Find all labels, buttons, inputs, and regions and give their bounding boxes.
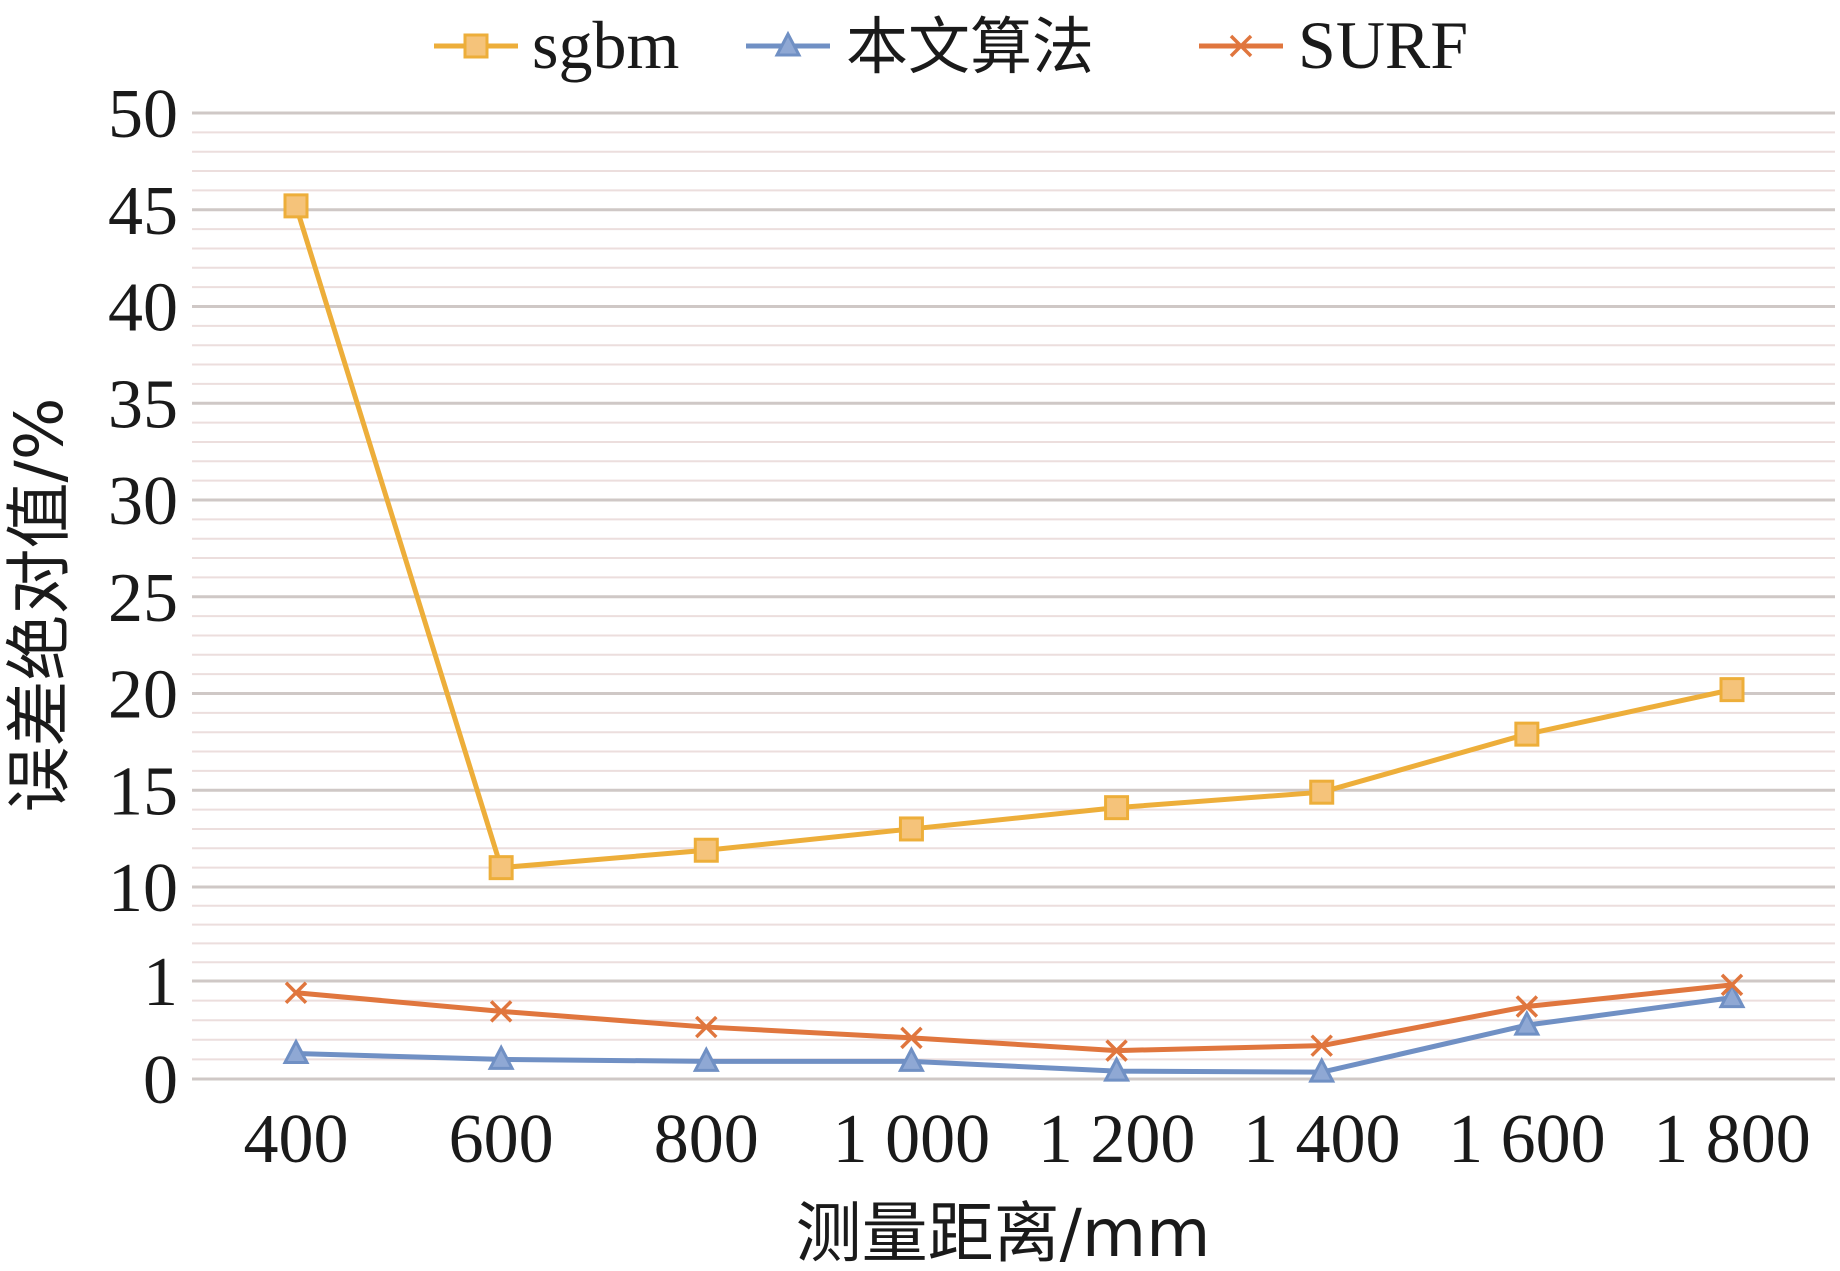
data-point-series-2: [487, 1044, 515, 1070]
data-point-series-1: [1514, 721, 1540, 747]
x-tick-label: 800: [654, 1101, 759, 1178]
y-axis-title: 误差绝对值/%: [1, 398, 78, 813]
data-point-series-2: [692, 1046, 720, 1072]
data-point-series-2: [1308, 1056, 1336, 1083]
data-point-series-1: [1104, 795, 1130, 821]
data-point-series-3: [284, 981, 308, 1004]
major-gridlines: [192, 111, 1835, 1081]
data-point-series-3: [900, 1026, 923, 1050]
x-tick-label: 400: [244, 1101, 349, 1178]
y-tick-label: 0: [143, 1042, 178, 1119]
series-line-3: [295, 982, 1733, 1054]
data-point-series-3: [1515, 995, 1539, 1018]
x-tick-label: 1 200: [1038, 1101, 1196, 1178]
legend: sgbm 本文算法 SURF: [434, 7, 1468, 83]
y-tick-label: 45: [108, 173, 178, 250]
data-point-series-2: [1513, 1009, 1541, 1036]
data-point-series-1: [1309, 779, 1335, 805]
x-tick-label: 600: [449, 1101, 554, 1178]
data-point-series-2: [897, 1046, 925, 1072]
legend-marker: [1229, 34, 1253, 58]
legend-marker: [463, 33, 489, 59]
legend-item: 本文算法: [746, 10, 1094, 83]
x-tick-label: 1 400: [1243, 1101, 1401, 1178]
y-tick-label: 50: [108, 76, 178, 153]
data-point-series-3: [1310, 1034, 1333, 1057]
y-tick-label: 40: [108, 270, 178, 347]
x-tick-label: 1 800: [1653, 1101, 1811, 1178]
series-line-2: [295, 995, 1733, 1075]
data-point-series-1: [693, 837, 719, 863]
y-tick-label: 30: [108, 463, 178, 540]
data-point-series-1: [1719, 677, 1745, 703]
x-tick-label: 1 600: [1448, 1101, 1606, 1178]
y-tick-label: 20: [108, 657, 178, 734]
data-point-series-1: [283, 193, 309, 219]
data-point-series-1: [488, 855, 514, 881]
legend-item: SURF: [1199, 7, 1468, 83]
series-markers: [282, 193, 1746, 1083]
y-tick-label: 15: [108, 753, 178, 830]
y-tick-label: 10: [108, 850, 178, 927]
data-point-series-2: [282, 1038, 310, 1065]
y-tick-label: 1: [143, 944, 178, 1021]
data-point-series-3: [489, 1000, 513, 1023]
minor-gridlines: [192, 131, 1835, 1061]
legend-label: 本文算法: [846, 10, 1094, 83]
legend-item: sgbm: [434, 7, 679, 83]
x-axis-tick-labels: 400 600 800 1 000 1 200 1 400 1 600 1 800: [244, 1101, 1811, 1178]
y-tick-label: 35: [108, 366, 178, 443]
x-axis-title: 测量距离/mm: [796, 1195, 1211, 1271]
data-point-series-2: [1103, 1055, 1131, 1082]
data-point-series-2: [1718, 982, 1746, 1009]
y-axis-tick-labels: 0 1 10 15 20 25 30 35 40 45 50: [108, 76, 178, 1119]
legend-marker: [774, 30, 802, 57]
data-point-series-1: [898, 816, 924, 842]
series-line-1: [293, 205, 1733, 871]
series-lines: [293, 205, 1733, 1075]
x-tick-label: 1 000: [833, 1101, 991, 1178]
data-point-series-3: [1105, 1039, 1128, 1062]
legend-label: SURF: [1298, 7, 1468, 83]
legend-label: sgbm: [532, 7, 679, 83]
y-tick-label: 25: [108, 560, 178, 637]
data-point-series-3: [695, 1015, 718, 1039]
data-point-series-3: [1720, 973, 1744, 997]
